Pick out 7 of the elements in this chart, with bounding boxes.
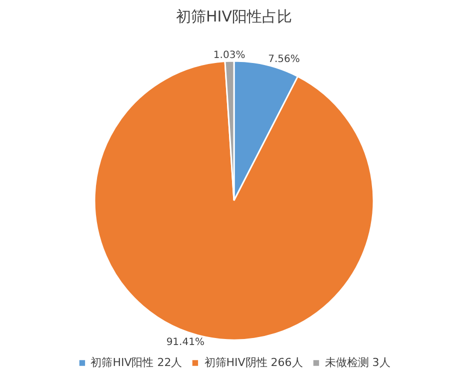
data-label: 1.03% — [213, 50, 246, 61]
data-label: 91.41% — [166, 337, 204, 348]
chart-title: 初筛HIV阳性占比 — [176, 8, 292, 26]
legend-label: 未做检测 3人 — [324, 355, 390, 370]
data-label: 7.56% — [268, 54, 300, 65]
legend-label: 初筛HIV阴性 266人 — [204, 355, 303, 370]
legend-label: 初筛HIV阳性 22人 — [90, 355, 182, 370]
